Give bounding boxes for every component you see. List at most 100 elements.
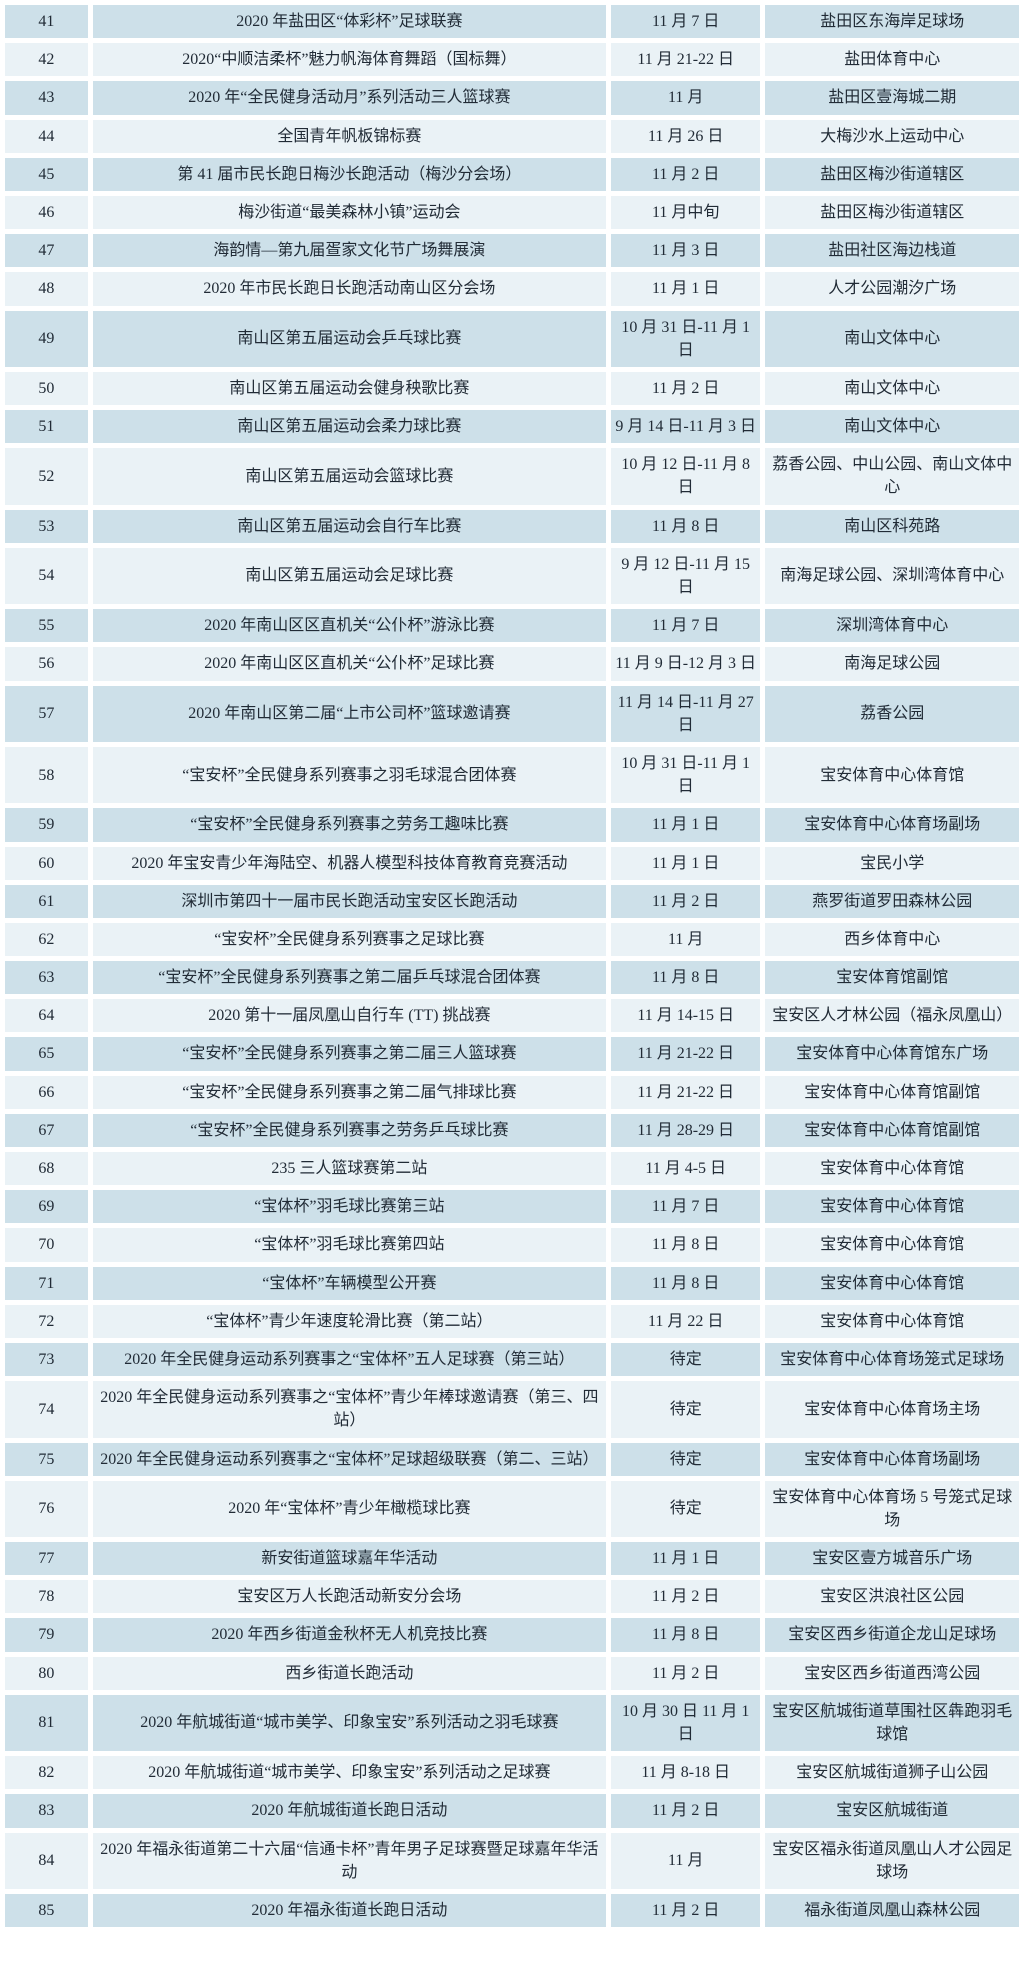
event-date-cell: 11 月 7 日 <box>610 5 761 39</box>
row-number-cell: 69 <box>5 1190 88 1224</box>
event-date-cell: 11 月 8 日 <box>610 1266 761 1300</box>
event-date-cell: 11 月中旬 <box>610 195 761 230</box>
event-name-cell: 2020 年福永街道长跑日活动 <box>92 1893 606 1928</box>
event-date-cell: 10 月 30 日 11 月 1 日 <box>610 1694 761 1752</box>
table-row: 68 235 三人篮球赛第二站 11 月 4-5 日宝安体育中心体育馆 <box>5 1152 1019 1186</box>
event-venue-cell: 盐田区梅沙街道辖区 <box>765 157 1019 191</box>
event-name-cell: 2020 年南山区区直机关“公仆杯”游泳比赛 <box>92 609 606 643</box>
table-row: 75 2020 年全民健身运动系列赛事之“宝体杯”足球超级联赛（第二、三站） 待定宝… <box>5 1442 1019 1476</box>
table-row: 80 西乡街道长跑活动 11 月 2 日宝安区西乡街道西湾公园 <box>5 1656 1019 1690</box>
table-row: 63 “宝安杯”全民健身系列赛事之第二届乒乓球混合团体赛 11 月 8 日宝安体育馆… <box>5 961 1019 995</box>
event-name-cell: 南山区第五届运动会健身秧歌比赛 <box>92 371 606 406</box>
event-venue-cell: 南海足球公园 <box>765 647 1019 681</box>
event-date-cell: 待定 <box>610 1381 761 1438</box>
table-row: 55 2020 年南山区区直机关“公仆杯”游泳比赛 11 月 7 日深圳湾体育中心 <box>5 609 1019 643</box>
event-venue-cell: 燕罗街道罗田森林公园 <box>765 884 1019 918</box>
table-row: 60 2020 年宝安青少年海陆空、机器人模型科技体育教育竞赛活动 11 月 1 日… <box>5 846 1019 880</box>
event-name-cell: 南山区第五届运动会篮球比赛 <box>92 448 606 505</box>
event-name-cell: 新安街道篮球嘉年华活动 <box>92 1542 606 1576</box>
event-venue-cell: 宝安体育中心体育馆 <box>765 1266 1019 1300</box>
event-date-cell: 11 月 14 日-11 月 27 日 <box>610 685 761 742</box>
event-venue-cell: 宝安体育中心体育场副场 <box>765 1442 1019 1476</box>
event-name-cell: 2020 年全民健身运动系列赛事之“宝体杯”青少年棒球邀请赛（第三、四站） <box>92 1381 606 1438</box>
event-date-cell: 11 月 22 日 <box>610 1304 761 1338</box>
row-number-cell: 60 <box>5 846 88 880</box>
event-venue-cell: 西乡体育中心 <box>765 922 1019 957</box>
event-venue-cell: 荔香公园、中山公园、南山文体中心 <box>765 448 1019 505</box>
event-date-cell: 11 月 2 日 <box>610 1794 761 1828</box>
table-row: 49 南山区第五届运动会乒乓球比赛 10 月 31 日-11 月 1 日南山文体中心 <box>5 310 1019 367</box>
table-row: 71 “宝体杯”车辆模型公开赛 11 月 8 日宝安体育中心体育馆 <box>5 1266 1019 1300</box>
event-date-cell: 11 月 8 日 <box>610 961 761 995</box>
row-number-cell: 68 <box>5 1152 88 1186</box>
event-date-cell: 11 月 <box>610 922 761 957</box>
table-row: 56 2020 年南山区区直机关“公仆杯”足球比赛 11 月 9 日-12 月 3 … <box>5 647 1019 681</box>
table-row: 41 2020 年盐田区“体彩杯”足球联赛 11 月 7 日盐田区东海岸足球场 <box>5 5 1019 39</box>
event-venue-cell: 宝安区洪浪社区公园 <box>765 1580 1019 1614</box>
event-name-cell: 梅沙街道“最美森林小镇”运动会 <box>92 195 606 230</box>
row-number-cell: 57 <box>5 685 88 742</box>
table-row: 85 2020 年福永街道长跑日活动 11 月 2 日福永街道凤凰山森林公园 <box>5 1893 1019 1928</box>
event-name-cell: 宝安区万人长跑活动新安分会场 <box>92 1580 606 1614</box>
table-row: 44 全国青年帆板锦标赛 11 月 26 日大梅沙水上运动中心 <box>5 119 1019 153</box>
event-venue-cell: 宝安区西乡街道企龙山足球场 <box>765 1618 1019 1652</box>
event-venue-cell: 宝安体育中心体育场主场 <box>765 1381 1019 1438</box>
event-date-cell: 11 月 2 日 <box>610 157 761 191</box>
event-name-cell: 2020 年南山区第二届“上市公司杯”篮球邀请赛 <box>92 685 606 742</box>
event-name-cell: “宝体杯”车辆模型公开赛 <box>92 1266 606 1300</box>
event-venue-cell: 荔香公园 <box>765 685 1019 742</box>
event-date-cell: 11 月 21-22 日 <box>610 43 761 77</box>
row-number-cell: 63 <box>5 961 88 995</box>
event-venue-cell: 宝安体育中心体育场 5 号笼式足球场 <box>765 1480 1019 1538</box>
table-row: 48 2020 年市民长跑日长跑活动南山区分会场 11 月 1 日人才公园潮汐广场 <box>5 272 1019 306</box>
event-venue-cell: 人才公园潮汐广场 <box>765 272 1019 306</box>
table-row: 58 “宝安杯”全民健身系列赛事之羽毛球混合团体赛 10 月 31 日-11 月 1… <box>5 746 1019 804</box>
event-name-cell: 2020“中顺洁柔杯”魅力帆海体育舞蹈（国标舞） <box>92 43 606 77</box>
event-name-cell: 2020 年航城街道长跑日活动 <box>92 1794 606 1828</box>
event-date-cell: 9 月 14 日-11 月 3 日 <box>610 410 761 444</box>
event-name-cell: 2020 年航城街道“城市美学、印象宝安”系列活动之足球赛 <box>92 1756 606 1790</box>
row-number-cell: 56 <box>5 647 88 681</box>
event-date-cell: 待定 <box>610 1342 761 1377</box>
event-name-cell: 西乡街道长跑活动 <box>92 1656 606 1690</box>
row-number-cell: 81 <box>5 1694 88 1752</box>
event-date-cell: 11 月 28-29 日 <box>610 1113 761 1147</box>
event-name-cell: 2020 第十一届凤凰山自行车 (TT) 挑战赛 <box>92 999 606 1033</box>
event-venue-cell: 南山文体中心 <box>765 371 1019 406</box>
event-venue-cell: 宝安体育中心体育馆副馆 <box>765 1113 1019 1147</box>
event-venue-cell: 南山区科苑路 <box>765 509 1019 543</box>
event-venue-cell: 宝安体育中心体育馆东广场 <box>765 1037 1019 1071</box>
row-number-cell: 75 <box>5 1442 88 1476</box>
row-number-cell: 67 <box>5 1113 88 1147</box>
row-number-cell: 80 <box>5 1656 88 1690</box>
event-date-cell: 待定 <box>610 1442 761 1476</box>
row-number-cell: 82 <box>5 1756 88 1790</box>
table-row: 81 2020 年航城街道“城市美学、印象宝安”系列活动之羽毛球赛 10 月 30 … <box>5 1694 1019 1752</box>
row-number-cell: 85 <box>5 1893 88 1928</box>
row-number-cell: 78 <box>5 1580 88 1614</box>
event-name-cell: “宝安杯”全民健身系列赛事之第二届乒乓球混合团体赛 <box>92 961 606 995</box>
event-venue-cell: 福永街道凤凰山森林公园 <box>765 1893 1019 1928</box>
event-date-cell: 11 月 1 日 <box>610 846 761 880</box>
table-row: 47 海韵情—第九届疍家文化节广场舞展演 11 月 3 日盐田社区海边栈道 <box>5 234 1019 268</box>
row-number-cell: 61 <box>5 884 88 918</box>
table-row: 43 2020 年“全民健身活动月”系列活动三人篮球赛 11 月盐田区壹海城二期 <box>5 81 1019 115</box>
event-name-cell: 2020 年宝安青少年海陆空、机器人模型科技体育教育竞赛活动 <box>92 846 606 880</box>
event-venue-cell: 宝安体育中心体育场笼式足球场 <box>765 1342 1019 1377</box>
event-date-cell: 11 月 7 日 <box>610 609 761 643</box>
row-number-cell: 43 <box>5 81 88 115</box>
event-venue-cell: 深圳湾体育中心 <box>765 609 1019 643</box>
event-name-cell: 2020 年市民长跑日长跑活动南山区分会场 <box>92 272 606 306</box>
event-venue-cell: 宝安体育中心体育馆 <box>765 746 1019 804</box>
event-date-cell: 11 月 2 日 <box>610 371 761 406</box>
row-number-cell: 84 <box>5 1832 88 1889</box>
table-row: 52 南山区第五届运动会篮球比赛 10 月 12 日-11 月 8 日荔香公园、中山… <box>5 448 1019 505</box>
event-name-cell: 2020 年“全民健身活动月”系列活动三人篮球赛 <box>92 81 606 115</box>
row-number-cell: 41 <box>5 5 88 39</box>
event-date-cell: 11 月 2 日 <box>610 1893 761 1928</box>
row-number-cell: 53 <box>5 509 88 543</box>
event-date-cell: 11 月 <box>610 81 761 115</box>
event-date-cell: 11 月 26 日 <box>610 119 761 153</box>
event-name-cell: “宝安杯”全民健身系列赛事之劳务乒乓球比赛 <box>92 1113 606 1147</box>
